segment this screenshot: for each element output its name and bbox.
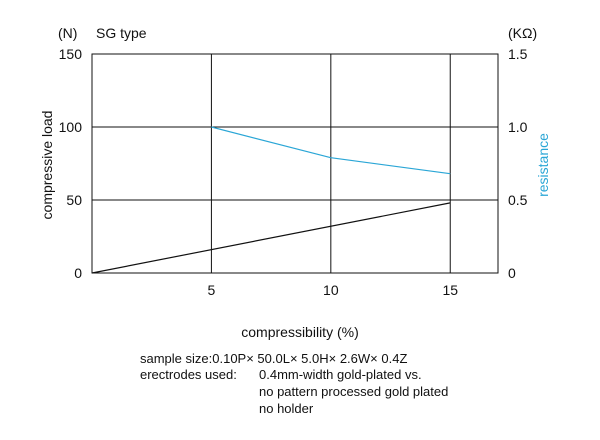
sample-size-note: sample size:0.10P× 50.0L× 5.0H× 2.6W× 0.… [140,351,408,366]
series-layer [91,126,451,274]
electrodes-line-3: no holder [259,401,314,416]
right-axis-title: resistance [535,133,551,197]
plot-frame [91,53,499,274]
right-unit-label: (KΩ) [508,25,537,41]
x-tick-label: 15 [442,282,458,298]
x-tick-label: 10 [323,282,339,298]
left-tick-label: 0 [74,265,82,281]
resistance-series-line [211,126,451,175]
electrodes-line-2: no pattern processed gold plated [259,384,449,399]
chart-title: SG type [96,25,147,41]
left-tick-label: 100 [59,119,83,135]
right-tick-label: 0 [508,265,516,281]
electrodes-line-1: 0.4mm-width gold-plated vs. [259,367,422,382]
right-tick-label: 1.5 [508,46,528,62]
right-tick-label: 1.0 [508,119,528,135]
left-tick-label: 50 [66,192,82,208]
right-tick-label: 0.5 [508,192,528,208]
load-series-line [91,202,451,274]
left-unit-label: (N) [58,25,77,41]
electrodes-label: erectrodes used: [140,367,237,382]
left-axis-title: compressive load [39,111,55,220]
left-tick-label: 150 [59,46,83,62]
grid-lines [92,54,498,273]
x-axis-title: compressibility (%) [241,324,359,340]
x-tick-label: 5 [208,282,216,298]
